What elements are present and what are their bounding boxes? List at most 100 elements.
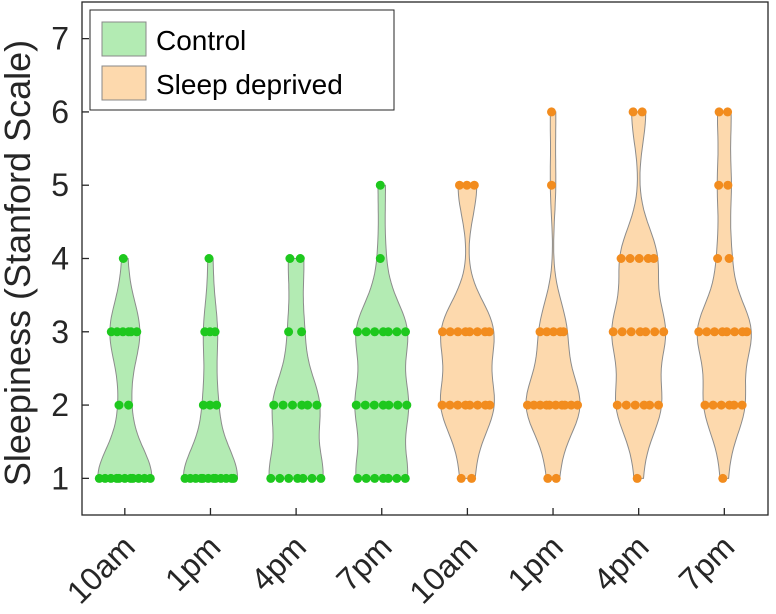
data-point (713, 254, 723, 263)
data-point (453, 400, 463, 410)
data-point (654, 400, 663, 410)
data-point (634, 254, 644, 263)
data-point (551, 400, 561, 410)
data-point (626, 327, 636, 337)
data-point (730, 327, 740, 337)
data-point (297, 327, 307, 337)
data-point (361, 327, 371, 337)
data-point (384, 400, 394, 410)
data-point (535, 400, 545, 410)
data-point (465, 327, 475, 337)
data-point (628, 107, 638, 117)
data-point (700, 400, 710, 410)
data-point (621, 400, 631, 410)
legend: Control Sleep deprived (89, 9, 395, 111)
data-point (708, 400, 718, 410)
legend-label-sleep-deprived: Sleep deprived (156, 69, 343, 100)
data-point (360, 400, 370, 410)
data-point (742, 327, 752, 337)
x-tick-label: 10am (60, 528, 142, 610)
data-point (298, 473, 308, 483)
data-point (529, 400, 539, 410)
data-point (353, 473, 363, 483)
data-point (288, 400, 297, 410)
x-axis-ticks: 10am 1pm 4pm 7pm 10am 1pm 4pm 7pm (60, 508, 741, 611)
y-tick-label: 2 (51, 387, 69, 423)
x-tick-label: 10am (402, 528, 484, 610)
data-point (124, 400, 134, 410)
data-point (608, 327, 618, 337)
data-point (316, 473, 326, 483)
data-point (617, 327, 627, 337)
data-point (198, 400, 208, 410)
data-point (641, 327, 651, 337)
data-point (402, 400, 412, 410)
data-point (383, 327, 393, 337)
data-point (438, 327, 447, 337)
data-point (702, 327, 712, 337)
data-point (723, 107, 733, 117)
y-tick-label: 6 (51, 94, 69, 130)
legend-label-control: Control (156, 25, 246, 56)
data-point (467, 473, 477, 483)
data-point (573, 400, 582, 410)
data-point (383, 473, 393, 483)
data-point (612, 400, 622, 410)
data-point (473, 400, 483, 410)
data-point (714, 180, 724, 190)
data-point (630, 400, 640, 410)
data-point (723, 180, 733, 190)
data-point (472, 327, 482, 337)
data-point (710, 327, 719, 337)
data-point (370, 473, 380, 483)
x-tick-label: 1pm (501, 528, 570, 597)
data-point (694, 327, 704, 337)
data-point (401, 327, 410, 337)
data-point (269, 400, 279, 410)
data-point (445, 400, 455, 410)
data-point (729, 400, 739, 410)
legend-swatch-sleep-deprived (101, 65, 147, 101)
data-point (485, 400, 495, 410)
data-point (645, 400, 655, 410)
data-point (716, 400, 726, 410)
legend-swatch-control (101, 21, 147, 57)
data-point (229, 473, 238, 483)
data-point (714, 107, 724, 117)
data-point (351, 400, 361, 410)
y-tick-label: 1 (51, 460, 69, 496)
x-tick-label: 7pm (329, 528, 398, 597)
data-point (145, 473, 155, 483)
data-point (465, 400, 475, 410)
y-tick-label: 3 (51, 314, 69, 350)
data-point (462, 180, 472, 190)
data-point (637, 107, 647, 117)
data-point (307, 473, 317, 483)
data-point (353, 327, 362, 337)
data-point (650, 327, 660, 337)
y-tick-label: 4 (51, 241, 69, 277)
data-point (375, 180, 385, 190)
data-point (453, 327, 463, 337)
data-point (551, 473, 561, 483)
data-point (400, 473, 410, 483)
data-point (566, 400, 576, 410)
data-point (392, 327, 402, 337)
data-point (543, 473, 553, 483)
data-point (549, 327, 558, 337)
y-tick-label: 5 (51, 167, 69, 203)
data-point (212, 400, 222, 410)
data-point (547, 180, 556, 190)
data-point (547, 107, 556, 117)
data-point (484, 327, 494, 337)
data-point (284, 327, 294, 337)
data-point (455, 180, 464, 190)
data-point (737, 400, 747, 410)
data-point (632, 473, 642, 483)
data-point (204, 254, 214, 263)
data-point (303, 400, 313, 410)
data-point (722, 327, 732, 337)
data-point (275, 473, 285, 483)
data-point (370, 327, 380, 337)
